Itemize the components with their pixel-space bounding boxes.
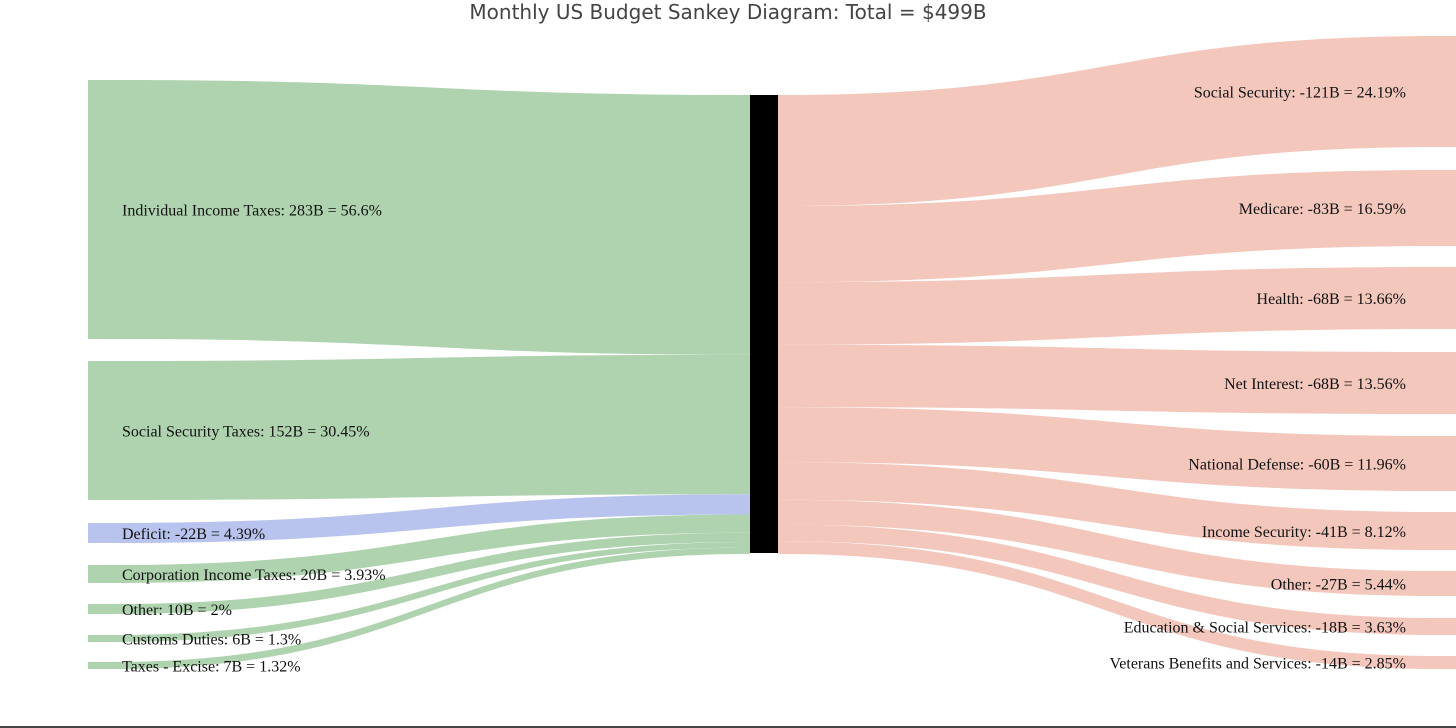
node-hub	[750, 95, 778, 553]
link-excise	[110, 547, 750, 669]
label-individual: Individual Income Taxes: 283B = 56.6%	[122, 203, 382, 220]
link-defense	[778, 407, 1440, 491]
label-other-out: Other: -27B = 5.44%	[1271, 577, 1406, 594]
link-other-out	[778, 499, 1440, 596]
node-corp	[88, 565, 111, 583]
label-income-sec: Income Security: -41B = 8.12%	[1202, 524, 1406, 541]
link-deficit	[110, 494, 750, 543]
node-socsec-tax	[88, 361, 111, 500]
link-individual	[110, 80, 750, 355]
chart-title: Monthly US Budget Sankey Diagram: Total …	[469, 0, 987, 24]
node-socsec	[1439, 36, 1456, 147]
link-medicare	[778, 170, 1440, 283]
node-medicare	[1439, 170, 1456, 246]
node-other-in	[88, 604, 111, 614]
node-other-out	[1439, 571, 1456, 596]
link-customs	[110, 541, 750, 642]
link-interest	[778, 344, 1440, 414]
label-excise: Taxes - Excise: 7B = 1.32%	[122, 659, 301, 676]
label-socsec-tax: Social Security Taxes: 152B = 30.45%	[122, 424, 370, 441]
label-interest: Net Interest: -68B = 13.56%	[1224, 376, 1406, 393]
label-customs: Customs Duties: 6B = 1.3%	[122, 632, 301, 649]
link-health	[778, 267, 1440, 345]
label-health: Health: -68B = 13.66%	[1257, 291, 1406, 308]
node-excise	[88, 662, 111, 669]
label-medicare: Medicare: -83B = 16.59%	[1239, 201, 1406, 218]
link-corp	[110, 514, 750, 583]
link-veterans	[778, 541, 1440, 669]
node-veterans	[1439, 656, 1456, 669]
label-education: Education & Social Services: -18B = 3.63…	[1124, 620, 1406, 637]
label-deficit: Deficit: -22B = 4.39%	[122, 526, 265, 543]
node-health	[1439, 267, 1456, 329]
node-defense	[1439, 436, 1456, 491]
link-income-sec	[778, 462, 1440, 550]
node-deficit	[88, 523, 111, 543]
node-individual	[88, 80, 111, 339]
node-income-sec	[1439, 512, 1456, 550]
node-education	[1439, 618, 1456, 635]
link-education	[778, 524, 1440, 635]
node-interest	[1439, 352, 1456, 414]
node-customs	[88, 635, 111, 642]
label-other-in: Other: 10B = 2%	[122, 602, 232, 619]
bottom-border	[0, 726, 1456, 728]
label-veterans: Veterans Benefits and Services: -14B = 2…	[1109, 656, 1406, 673]
link-other-in	[110, 532, 750, 614]
label-socsec: Social Security: -121B = 24.19%	[1194, 85, 1406, 102]
label-defense: National Defense: -60B = 11.96%	[1188, 457, 1406, 474]
link-socsec	[778, 36, 1440, 207]
link-socsec-tax	[110, 354, 750, 500]
label-corp: Corporation Income Taxes: 20B = 3.93%	[122, 567, 386, 584]
